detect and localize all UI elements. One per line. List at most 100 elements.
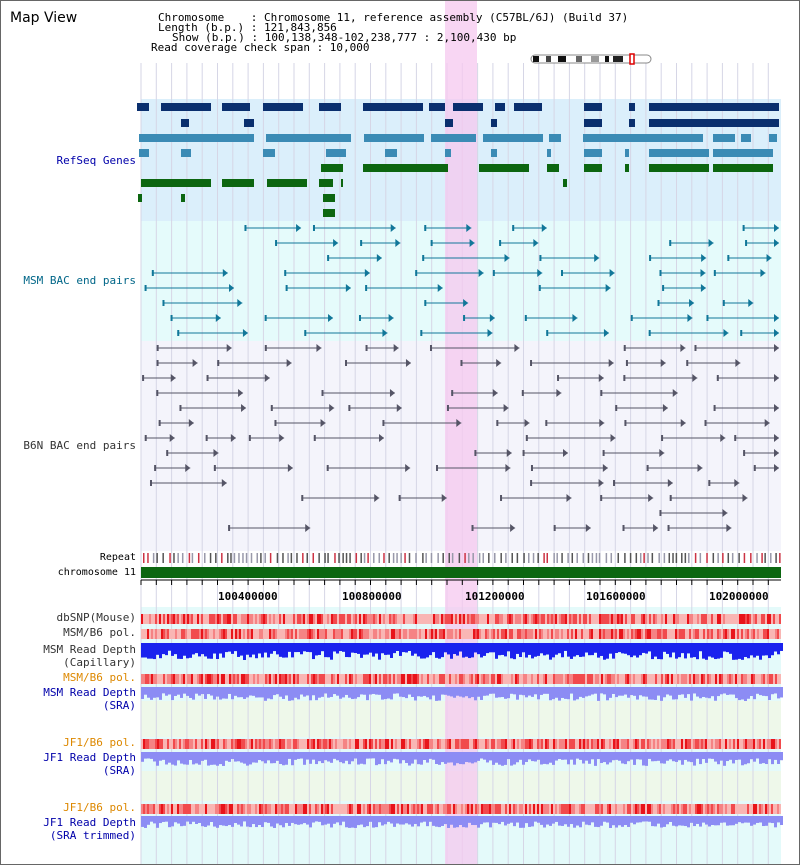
jf1-sra-depth-bar [180, 752, 183, 764]
msm-b6-pol-heat-cell [743, 629, 745, 639]
jf1-sra-depth-bar [366, 752, 369, 759]
gene-feature [547, 149, 551, 157]
dbsnp-heat-cell [165, 614, 167, 624]
gene-feature [649, 164, 709, 172]
msm-b6-pol-heat-cell [577, 674, 579, 684]
msm-sra-depth-bar [567, 687, 570, 700]
track-label-msm-depth-sra-1[interactable]: MSM Read Depth [43, 686, 136, 699]
msm-bac-pair-end [244, 225, 247, 231]
msm-b6-pol-heat-cell [677, 674, 679, 684]
msm-b6-pol-heat-cell [673, 674, 675, 684]
msm-capillary-depth-bar [510, 643, 513, 659]
msm-b6-pol-heat-cell [771, 674, 773, 684]
jf1-b6-pol-heat-cell [603, 804, 605, 814]
jf1-trimmed-depth-bar [180, 816, 183, 827]
jf1-sra-depth-bar [333, 752, 336, 759]
msm-capillary-depth-bar [165, 643, 168, 656]
jf1-b6-pol-heat-cell [299, 739, 301, 749]
jf1-sra-depth-bar [285, 752, 288, 765]
msm-b6-pol-heat-cell [681, 629, 683, 639]
jf1-b6-pol-heat-cell [467, 804, 469, 814]
msm-b6-pol-heat-cell [597, 629, 599, 639]
msm-b6-pol-heat-cell [617, 629, 619, 639]
msm-bac-pair-end [345, 284, 351, 292]
jf1-sra-depth-bar [204, 752, 207, 760]
dbsnp-heat-cell [173, 614, 175, 624]
msm-b6-pol-heat-cell [687, 629, 689, 639]
track-label-repeat[interactable]: Repeat [99, 552, 136, 563]
msm-b6-pol-heat-cell [521, 629, 523, 639]
msm-capillary-depth-bar [180, 643, 183, 659]
track-label-msm-depth-cap-1[interactable]: MSM Read Depth [43, 643, 136, 656]
jf1-sra-depth-bar [222, 752, 225, 766]
msm-b6-pol-heat-cell [379, 629, 381, 639]
jf1-b6-pol-heat-cell [413, 739, 415, 749]
msm-b6-pol-heat-cell [267, 629, 269, 639]
msm-b6-pol-heat-cell [201, 629, 203, 639]
msm-sra-depth-bar [321, 687, 324, 697]
track-label-msm-b6-pol-1[interactable]: MSM/B6 pol. [63, 626, 136, 639]
jf1-trimmed-depth-bar [333, 816, 336, 824]
dbsnp-heat-cell [487, 614, 489, 624]
jf1-b6-pol-heat-cell [159, 739, 161, 749]
msm-b6-pol-heat-cell [621, 629, 623, 639]
dbsnp-heat-cell [237, 614, 239, 624]
dbsnp-heat-cell [605, 614, 607, 624]
msm-b6-pol-heat-cell [537, 674, 539, 684]
jf1-sra-depth-bar [270, 752, 273, 764]
msm-b6-pol-heat-cell [443, 674, 445, 684]
jf1-b6-pol-heat-cell [345, 804, 347, 814]
msm-sra-depth-bar [681, 687, 684, 695]
b6n-bac-pair-end [316, 344, 322, 352]
jf1-b6-pol-heat-cell [689, 739, 691, 749]
track-label-jf1-depth-trim-1[interactable]: JF1 Read Depth [43, 816, 136, 829]
msm-capillary-depth-bar [519, 643, 522, 658]
track-label-jf1-b6-pol-2[interactable]: JF1/B6 pol. [63, 801, 136, 814]
jf1-trimmed-depth-bar [510, 816, 513, 823]
msm-sra-depth-bar [768, 687, 771, 700]
dbsnp-heat-cell [765, 614, 767, 624]
msm-b6-pol-heat-cell [399, 629, 401, 639]
repeat-element [276, 553, 279, 563]
msm-b6-pol-heat-cell [637, 674, 639, 684]
jf1-b6-pol-heat-cell [393, 804, 395, 814]
track-label-msm-bac[interactable]: MSM BAC end pairs [23, 274, 136, 287]
b6n-bac-pair-end [365, 345, 368, 351]
track-label-dbsnp[interactable]: dbSNP(Mouse) [56, 611, 136, 624]
msm-sra-depth-bar [180, 687, 183, 698]
b6n-bac-pair-end [615, 405, 618, 411]
jf1-b6-pol-heat-cell [619, 804, 621, 814]
dbsnp-heat-cell [665, 614, 667, 624]
msm-capillary-depth-bar [660, 643, 663, 660]
b6n-bac-pair-end [301, 495, 304, 501]
jf1-sra-depth-bar [744, 752, 747, 765]
msm-bac-pair-end [774, 314, 779, 322]
jf1-b6-pol-heat-cell [233, 804, 235, 814]
msm-b6-pol-heat-cell [263, 674, 265, 684]
msm-sra-depth-bar [327, 687, 330, 698]
msm-bac-pair-end [395, 239, 401, 247]
track-label-b6n-bac[interactable]: B6N BAC end pairs [23, 439, 136, 452]
msm-b6-pol-heat-cell [265, 629, 267, 639]
track-label-jf1-depth-sra-1[interactable]: JF1 Read Depth [43, 751, 136, 764]
gene-feature [326, 149, 346, 157]
dbsnp-heat-cell [389, 614, 391, 624]
b6n-bac-pair-end [405, 359, 411, 367]
jf1-b6-pol-heat-cell [149, 739, 151, 749]
msm-bac-pair-end [700, 284, 706, 292]
track-label-refseq[interactable]: RefSeq Genes [56, 154, 136, 167]
jf1-b6-pol-heat-cell [275, 804, 277, 814]
jf1-b6-pol-heat-cell [351, 739, 353, 749]
jf1-b6-pol-heat-cell [587, 739, 589, 749]
msm-b6-pol-heat-cell [281, 674, 283, 684]
dbsnp-heat-cell [391, 614, 393, 624]
dbsnp-heat-cell [327, 614, 329, 624]
b6n-bac-pair-end [382, 420, 385, 426]
jf1-b6-pol-heat-cell [629, 804, 631, 814]
b6n-bac-pair-end [456, 419, 462, 427]
track-label-jf1-b6-pol-1[interactable]: JF1/B6 pol. [63, 736, 136, 749]
msm-b6-pol-heat-cell [215, 629, 217, 639]
track-label-msm-b6-pol-2[interactable]: MSM/B6 pol. [63, 671, 136, 684]
msm-b6-pol-heat-cell [705, 674, 707, 684]
